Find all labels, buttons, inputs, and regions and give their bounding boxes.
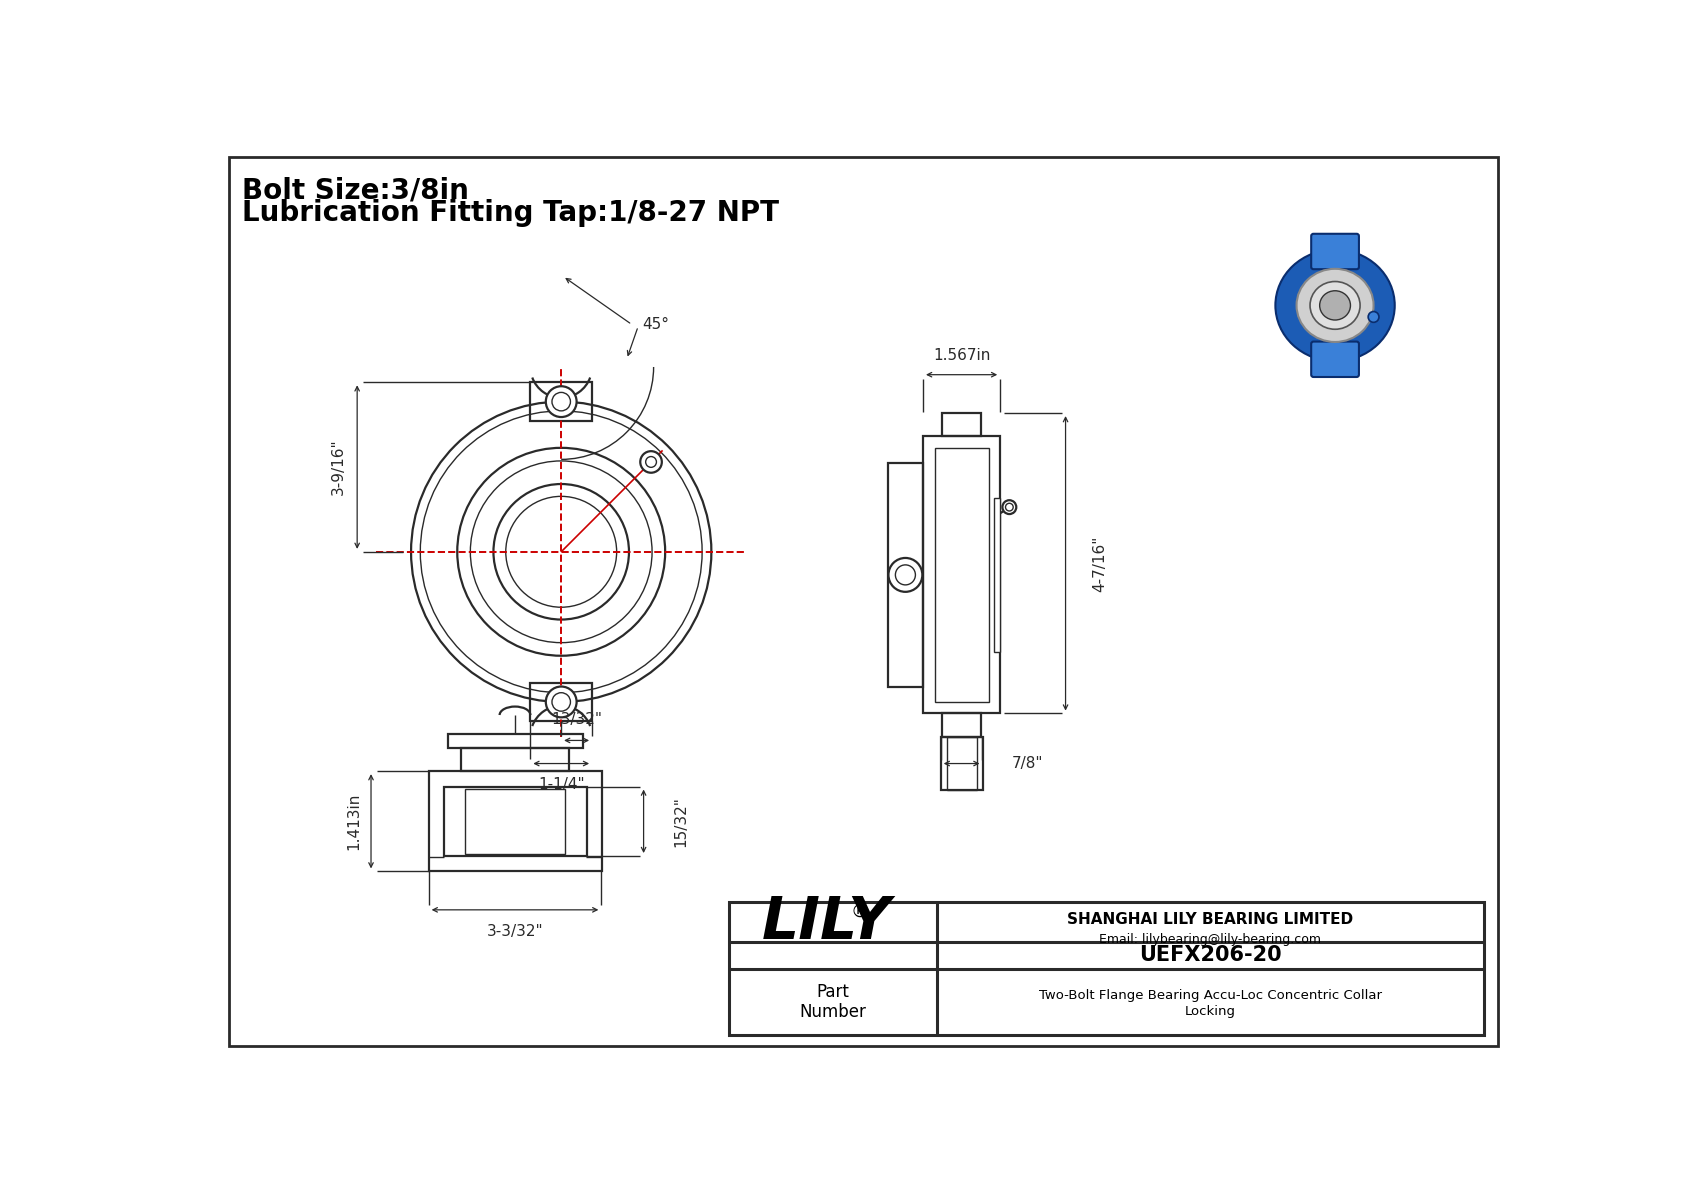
Circle shape bbox=[1005, 504, 1014, 511]
Bar bbox=[448, 735, 583, 748]
Text: 1.413in: 1.413in bbox=[347, 792, 362, 850]
Circle shape bbox=[889, 557, 923, 592]
Circle shape bbox=[470, 461, 652, 643]
Text: 45°: 45° bbox=[642, 317, 669, 332]
Circle shape bbox=[896, 565, 916, 585]
Text: Bolt Size:3/8in: Bolt Size:3/8in bbox=[242, 176, 468, 204]
Text: UEFX206-20: UEFX206-20 bbox=[1138, 946, 1282, 966]
Bar bbox=[530, 682, 593, 722]
Text: 15/32": 15/32" bbox=[674, 796, 687, 847]
Bar bbox=[729, 902, 1484, 1035]
Circle shape bbox=[421, 411, 702, 693]
Text: 7/8": 7/8" bbox=[1012, 756, 1042, 771]
Text: 1-1/4": 1-1/4" bbox=[537, 778, 584, 792]
Text: LILY: LILY bbox=[763, 893, 891, 950]
Bar bbox=[946, 736, 977, 791]
Text: Locking: Locking bbox=[1186, 1005, 1236, 1018]
Text: Two-Bolt Flange Bearing Accu-Loc Concentric Collar: Two-Bolt Flange Bearing Accu-Loc Concent… bbox=[1039, 990, 1383, 1003]
Bar bbox=[429, 772, 601, 872]
FancyBboxPatch shape bbox=[1312, 233, 1359, 269]
Text: 13/32": 13/32" bbox=[551, 711, 603, 727]
Text: 3-9/16": 3-9/16" bbox=[330, 438, 345, 495]
Bar bbox=[889, 463, 923, 686]
Bar bbox=[530, 382, 593, 420]
Bar bbox=[445, 786, 586, 856]
FancyBboxPatch shape bbox=[1312, 342, 1359, 378]
Bar bbox=[465, 788, 566, 854]
Text: SHANGHAI LILY BEARING LIMITED: SHANGHAI LILY BEARING LIMITED bbox=[1068, 911, 1354, 927]
Ellipse shape bbox=[1275, 250, 1394, 361]
Circle shape bbox=[640, 451, 662, 473]
Bar bbox=[943, 713, 980, 736]
Bar bbox=[1314, 238, 1357, 266]
Text: Lubrication Fitting Tap:1/8-27 NPT: Lubrication Fitting Tap:1/8-27 NPT bbox=[242, 199, 778, 227]
Text: 4-7/16": 4-7/16" bbox=[1093, 535, 1108, 592]
Circle shape bbox=[552, 693, 571, 711]
Bar bbox=[943, 413, 980, 436]
Text: Part
Number: Part Number bbox=[800, 983, 867, 1022]
Bar bbox=[461, 748, 569, 772]
Text: Email: lilybearing@lily-bearing.com: Email: lilybearing@lily-bearing.com bbox=[1100, 933, 1322, 946]
Bar bbox=[941, 736, 983, 791]
Circle shape bbox=[1367, 312, 1379, 323]
Bar bbox=[923, 436, 1000, 713]
Circle shape bbox=[1002, 500, 1015, 515]
Bar bbox=[935, 448, 989, 701]
Text: 1.567in: 1.567in bbox=[933, 348, 990, 363]
Circle shape bbox=[411, 401, 711, 701]
Ellipse shape bbox=[1310, 281, 1361, 329]
Circle shape bbox=[645, 456, 657, 467]
Circle shape bbox=[546, 386, 576, 417]
Circle shape bbox=[458, 448, 665, 656]
Circle shape bbox=[546, 686, 576, 717]
Ellipse shape bbox=[1320, 291, 1351, 320]
Text: ®: ® bbox=[850, 903, 869, 921]
Text: 3-3/32": 3-3/32" bbox=[487, 924, 544, 939]
Circle shape bbox=[505, 497, 616, 607]
Circle shape bbox=[493, 484, 628, 619]
Bar bbox=[994, 498, 1000, 651]
Circle shape bbox=[552, 392, 571, 411]
Ellipse shape bbox=[1297, 269, 1374, 342]
